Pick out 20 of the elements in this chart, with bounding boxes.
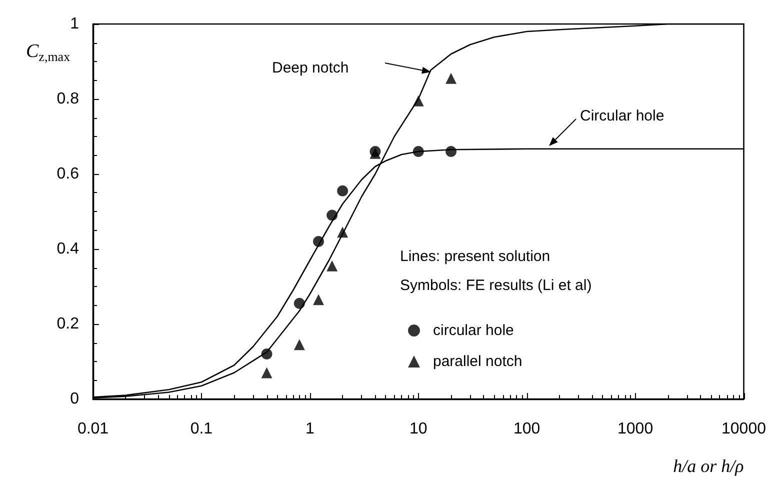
annotation: Circular hole — [580, 108, 664, 124]
y-tick-label: 1 — [70, 16, 80, 32]
legend-label: parallel notch — [433, 353, 522, 370]
x-axis-title: h/a or h/ρ — [673, 456, 744, 476]
x-tick-label: 10 — [409, 420, 428, 438]
y-tick-label: 0.4 — [56, 240, 80, 258]
annotation: Deep notch — [272, 60, 349, 76]
x-tick-label: 1000 — [618, 420, 654, 438]
legend-label: circular hole — [433, 322, 514, 339]
x-tick-label: 1 — [305, 420, 314, 438]
y-tick-label: 0 — [70, 390, 80, 408]
y-tick-label: 0.8 — [56, 90, 80, 108]
x-tick-label: 100 — [513, 420, 540, 438]
annotation: Lines: present solution — [400, 248, 550, 265]
x-tick-label: 0.1 — [190, 420, 213, 438]
x-tick-label: 10000 — [722, 420, 766, 438]
y-tick-label: 0.2 — [56, 316, 80, 332]
y-tick-label: 0.6 — [56, 166, 80, 182]
x-tick-label: 0.01 — [77, 420, 109, 438]
annotation: Symbols: FE results (Li et al) — [400, 277, 592, 294]
